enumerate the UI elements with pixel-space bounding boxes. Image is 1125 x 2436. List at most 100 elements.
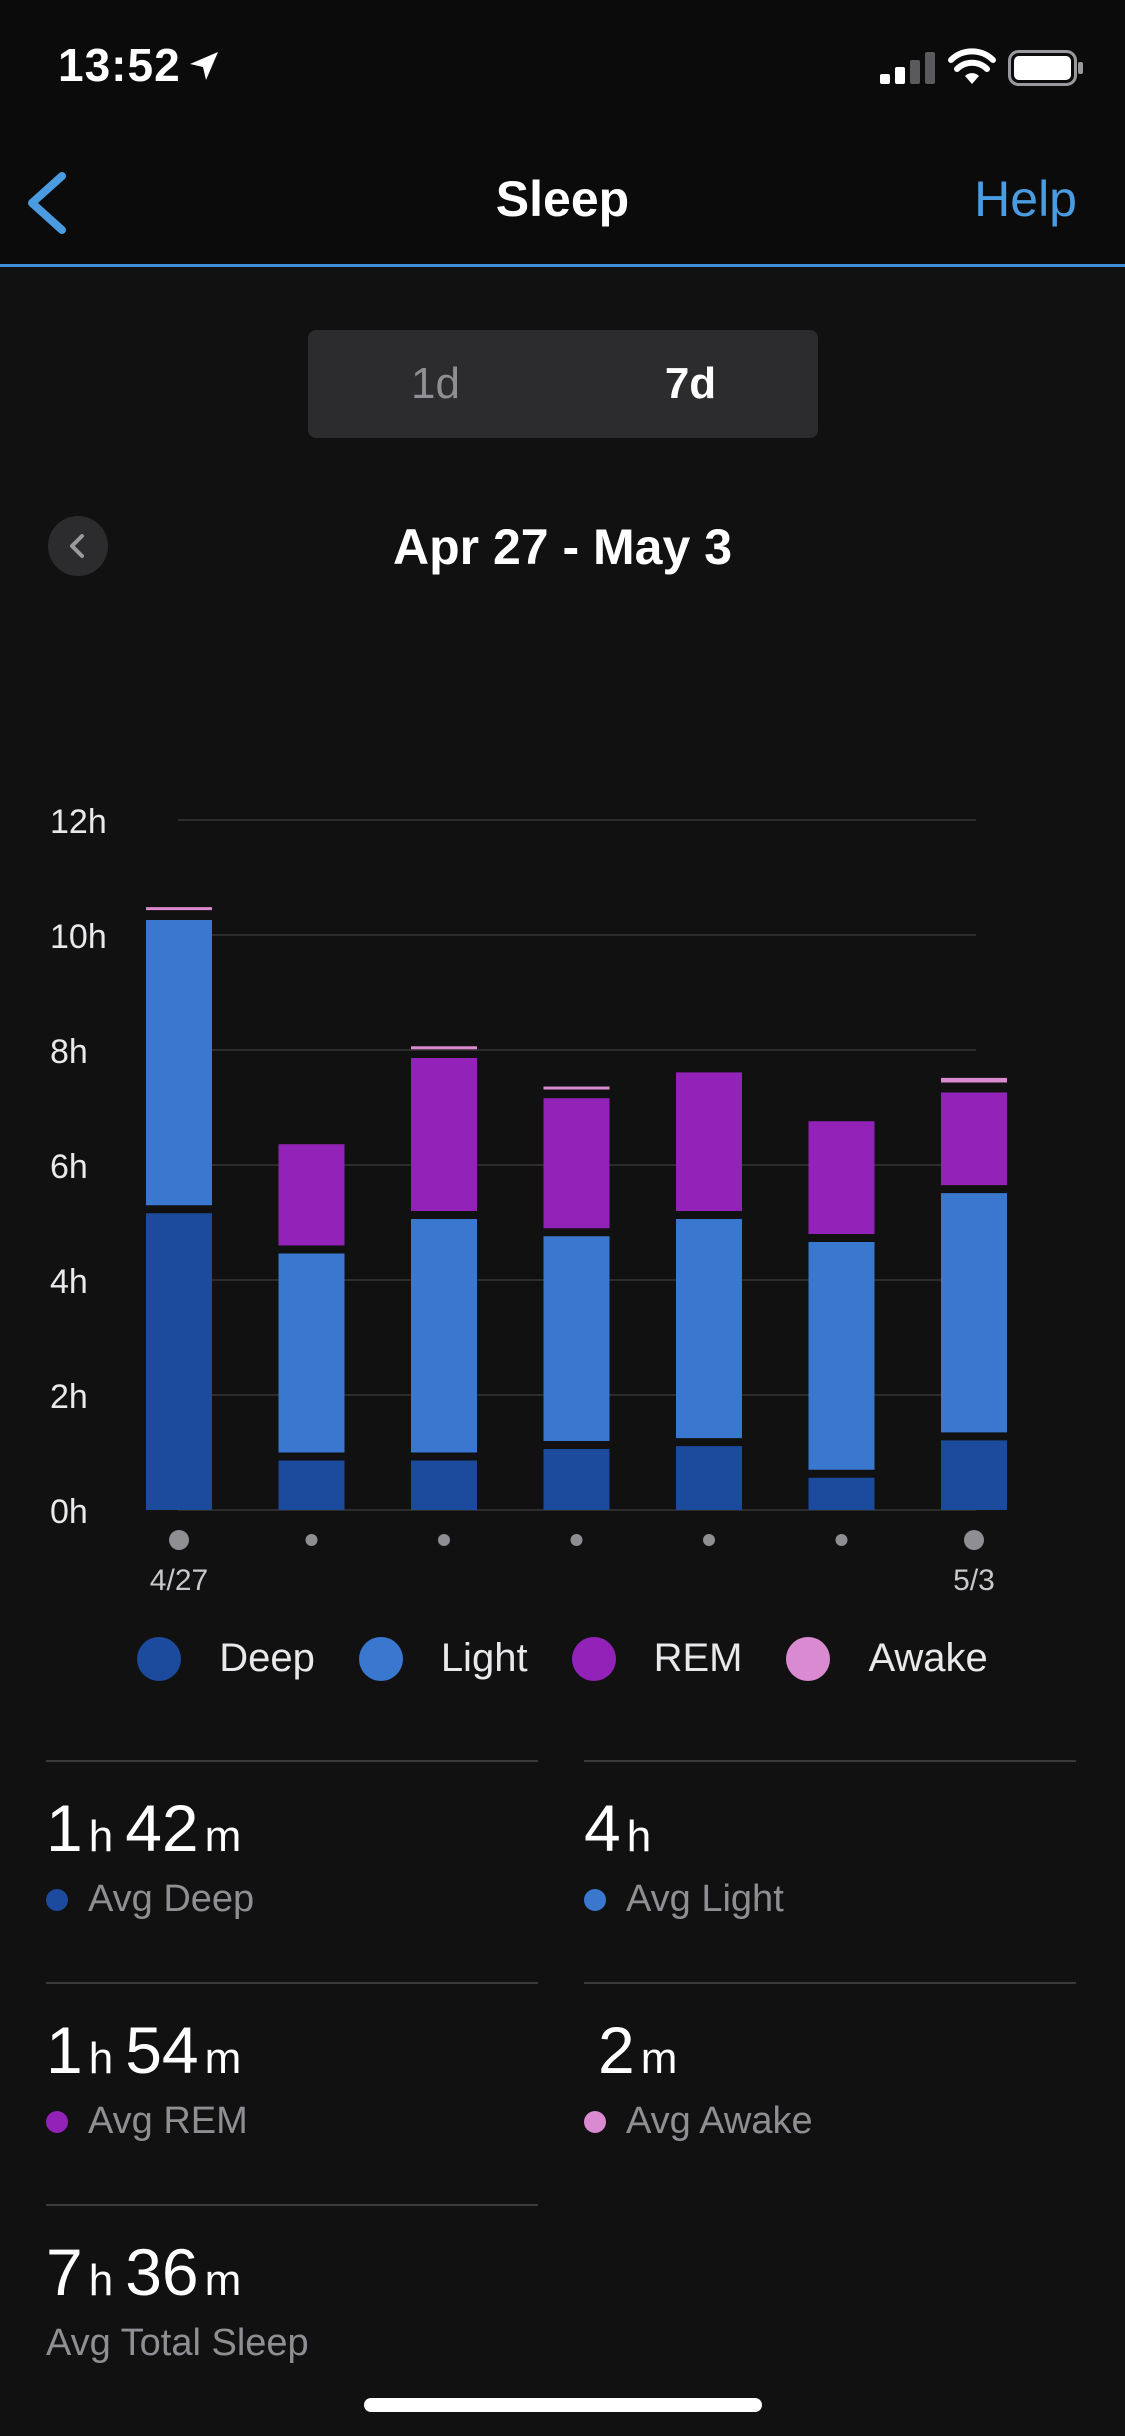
help-button[interactable]: Help <box>974 171 1077 227</box>
legend-item-light: Light <box>358 1636 528 1681</box>
legend-label-rem: REM <box>653 1636 743 1680</box>
bar-awake <box>941 1077 1007 1083</box>
x-axis-dot <box>835 1534 848 1546</box>
y-tick-label: 12h <box>50 803 107 841</box>
hours-value: 1 <box>46 1791 83 1865</box>
minutes-unit: m <box>204 1812 242 1861</box>
bar-rem <box>676 1072 742 1211</box>
x-axis-dot <box>438 1534 450 1546</box>
back-button[interactable] <box>18 170 78 236</box>
bar-light <box>411 1219 477 1453</box>
minutes-value: 36 <box>125 2235 199 2309</box>
range-selector: 1d 7d <box>308 330 818 438</box>
legend-dot-deep <box>137 1636 182 1681</box>
status-bar: 13:52 <box>0 0 1125 140</box>
bar-rem <box>808 1121 875 1234</box>
stat-label-text: Avg Deep <box>88 1878 255 1920</box>
hours-unit: h <box>88 2256 114 2305</box>
stat-value: 1 h 42 m <box>46 1790 253 1866</box>
chevron-left-icon <box>70 534 84 558</box>
minutes-value: 2 <box>598 2013 635 2087</box>
tab-7d[interactable]: 7d <box>664 359 717 408</box>
bar-rem <box>278 1144 345 1246</box>
bar-deep <box>543 1449 610 1510</box>
bar-awake <box>411 1046 477 1050</box>
bar-deep <box>411 1460 477 1510</box>
hours-value: 1 <box>46 2013 83 2087</box>
bar-deep <box>146 1213 212 1510</box>
awake-color-dot <box>584 2110 606 2133</box>
legend-label-deep: Deep <box>219 1636 315 1680</box>
status-time: 13:52 <box>58 39 181 91</box>
stat-label-text: Avg Awake <box>626 2100 813 2142</box>
bar-awake <box>146 907 212 911</box>
bar-deep <box>676 1446 742 1510</box>
legend-item-awake: Awake <box>786 1636 988 1681</box>
y-tick-label: 4h <box>50 1263 88 1301</box>
y-tick-label: 6h <box>50 1148 88 1186</box>
bar-light <box>941 1193 1007 1433</box>
stat-label-text: Avg Total Sleep <box>46 2322 309 2364</box>
minutes-unit: m <box>204 2034 242 2083</box>
stat-label: Avg Light <box>584 1878 784 1921</box>
legend-item-rem: REM <box>571 1636 743 1681</box>
bar-light <box>543 1236 610 1441</box>
minutes-unit: m <box>204 2256 242 2305</box>
x-axis-dot <box>169 1530 189 1550</box>
chart-legend: Deep Light REM Awake <box>0 1636 1125 1681</box>
x-axis-dot <box>570 1534 583 1546</box>
y-tick-label: 2h <box>50 1378 88 1416</box>
minutes-value: 54 <box>125 2013 199 2087</box>
hours-value: 4 <box>584 1791 621 1865</box>
stat-avg-deep: 1 h 42 m Avg Deep <box>46 1760 538 1962</box>
sleep-chart: 0h 2h 4h 6h 8h 10h 12h 4/27 5/3 <box>50 803 1007 1597</box>
battery-icon <box>1008 50 1083 86</box>
legend-label-light: Light <box>440 1636 528 1680</box>
stat-label: Avg REM <box>46 2100 248 2143</box>
hours-unit: h <box>626 1812 652 1861</box>
legend-item-deep: Deep <box>137 1636 315 1681</box>
bar-deep <box>941 1440 1007 1510</box>
legend-dot-awake <box>786 1636 831 1681</box>
stat-label-text: Avg REM <box>88 2100 248 2142</box>
bar-light <box>808 1242 875 1470</box>
bar-light <box>676 1219 742 1439</box>
y-tick-label: 8h <box>50 1033 88 1071</box>
legend-label-awake: Awake <box>868 1636 988 1680</box>
x-axis-dot <box>964 1530 984 1550</box>
stat-value: 7 h 36 m <box>46 2234 253 2310</box>
legend-dot-rem <box>571 1636 616 1681</box>
light-color-dot <box>584 1888 606 1911</box>
cellular-signal-icon <box>880 52 935 84</box>
x-axis-dot <box>703 1534 715 1546</box>
minutes-unit: m <box>640 2034 678 2083</box>
rem-color-dot <box>46 2110 68 2133</box>
date-range: Apr 27 - May 3 <box>392 519 732 575</box>
home-indicator[interactable] <box>364 2398 762 2412</box>
navigation-bar: Sleep Help <box>0 140 1125 267</box>
legend-dot-light <box>358 1636 403 1681</box>
x-axis-dot <box>305 1534 318 1546</box>
bar-light <box>278 1253 345 1453</box>
chevron-left-icon <box>28 172 66 234</box>
previous-week-button[interactable] <box>48 516 108 576</box>
hours-unit: h <box>88 2034 114 2083</box>
bar-deep <box>278 1460 345 1510</box>
bar-rem <box>941 1092 1007 1186</box>
tab-1d[interactable]: 1d <box>411 359 460 408</box>
bar-light <box>146 920 212 1206</box>
stat-label: Avg Deep <box>46 1878 254 1921</box>
stat-avg-rem: 1 h 54 m Avg REM <box>46 1982 538 2184</box>
deep-color-dot <box>46 1888 68 1911</box>
page-title: Sleep <box>495 171 630 227</box>
hours-value: 7 <box>46 2235 83 2309</box>
bar-rem <box>411 1058 477 1211</box>
bar-awake <box>543 1086 610 1090</box>
minutes-value: 42 <box>125 1791 199 1865</box>
stat-value: 1 h 54 m <box>46 2012 253 2088</box>
stat-avg-total: 7 h 36 m Avg Total Sleep <box>46 2204 538 2396</box>
